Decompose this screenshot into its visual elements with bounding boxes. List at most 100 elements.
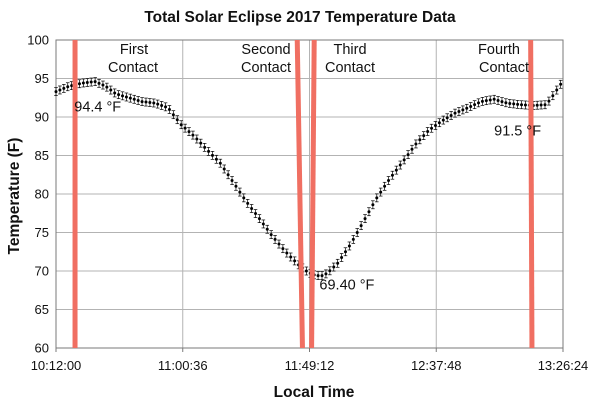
data-point: [293, 259, 297, 263]
data-point: [214, 157, 218, 161]
data-point: [144, 100, 148, 104]
fourth-contact-label-line1: Fourth: [478, 42, 520, 58]
annotations: 94.4 °F 69.40 °F 91.5 °F: [74, 100, 541, 294]
y-tick-label: 75: [35, 225, 49, 240]
data-point: [363, 217, 367, 221]
data-point: [449, 113, 453, 117]
data-point: [124, 95, 128, 99]
data-point: [402, 158, 406, 162]
data-point: [218, 161, 222, 165]
x-tick-label: 11:49:12: [285, 358, 335, 373]
data-point: [199, 141, 203, 145]
data-point: [375, 196, 379, 200]
data-point: [207, 149, 211, 153]
data-point: [488, 98, 492, 102]
data-point: [285, 251, 289, 255]
data-point: [320, 274, 324, 278]
y-tick-label: 90: [35, 110, 49, 125]
third-contact-label-line1: Third: [333, 42, 366, 58]
data-point: [191, 133, 195, 137]
data-point: [347, 244, 351, 248]
data-point: [277, 242, 281, 246]
data-point: [500, 100, 504, 104]
data-point: [496, 98, 500, 102]
data-point: [426, 129, 430, 133]
data-point: [406, 153, 410, 157]
data-point: [234, 184, 238, 188]
data-point: [246, 201, 250, 205]
data-point: [512, 102, 516, 106]
data-point: [437, 121, 441, 125]
data-point: [254, 212, 258, 216]
data-point: [336, 261, 340, 265]
data-point: [105, 85, 109, 89]
data-point: [226, 173, 230, 177]
y-tick-label: 80: [35, 187, 49, 202]
data-point: [269, 233, 273, 237]
data-point: [97, 81, 101, 85]
data-point: [504, 101, 508, 105]
data-point: [430, 126, 434, 130]
data-point: [469, 105, 473, 109]
data-point: [351, 237, 355, 241]
data-point: [465, 106, 469, 110]
data-point: [433, 123, 437, 127]
second-contact-label-line1: Second: [241, 42, 290, 58]
data-point: [508, 101, 512, 105]
data-point: [195, 137, 199, 141]
data-point: [222, 167, 226, 171]
y-axis-label: Temperature (F): [6, 138, 23, 255]
x-axis-label: Local Time: [274, 384, 355, 401]
first-contact-label-line1: First: [120, 42, 148, 58]
data-point: [85, 81, 89, 85]
data-point: [89, 80, 93, 84]
y-tick-label: 70: [35, 264, 49, 279]
data-point: [523, 103, 527, 107]
data-point: [480, 99, 484, 103]
data-point: [414, 142, 418, 146]
data-point: [461, 108, 465, 112]
data-point: [340, 256, 344, 260]
y-tick-label: 100: [27, 33, 49, 48]
data-point: [128, 96, 132, 100]
data-point: [473, 103, 477, 107]
data-point: [117, 93, 121, 97]
data-point: [171, 113, 175, 117]
contact-line: [309, 39, 317, 349]
data-point: [492, 97, 496, 101]
data-point: [516, 102, 520, 106]
data-point: [324, 272, 328, 276]
data-point: [66, 85, 70, 89]
x-tick-label: 13:26:24: [538, 358, 589, 373]
data-point: [179, 123, 183, 127]
data-point: [477, 101, 480, 105]
second-contact-label-line2: Contact: [241, 60, 291, 76]
data-point: [148, 101, 152, 105]
data-point: [273, 237, 277, 241]
data-point: [559, 82, 563, 86]
contact-lines: [72, 39, 535, 349]
data-point: [70, 84, 74, 88]
data-point: [101, 83, 105, 87]
x-tick-label: 12:37:48: [411, 358, 462, 373]
plot-frame: [55, 39, 564, 349]
data-point: [140, 100, 144, 104]
data-point: [379, 190, 383, 194]
data-point: [539, 103, 543, 107]
data-point: [250, 206, 254, 210]
data-point: [210, 153, 214, 157]
data-point: [238, 190, 242, 194]
data-point: [328, 269, 332, 273]
data-point: [457, 110, 461, 114]
data-point: [121, 94, 125, 98]
data-point: [484, 99, 488, 103]
data-point: [77, 82, 81, 86]
temperature-annotation: 91.5 °F: [494, 123, 541, 139]
first-contact-label-line2: Contact: [108, 60, 158, 76]
data-point: [109, 88, 113, 92]
data-point: [535, 103, 539, 107]
data-point: [175, 118, 179, 122]
data-point: [156, 102, 160, 106]
data-point: [441, 118, 445, 122]
